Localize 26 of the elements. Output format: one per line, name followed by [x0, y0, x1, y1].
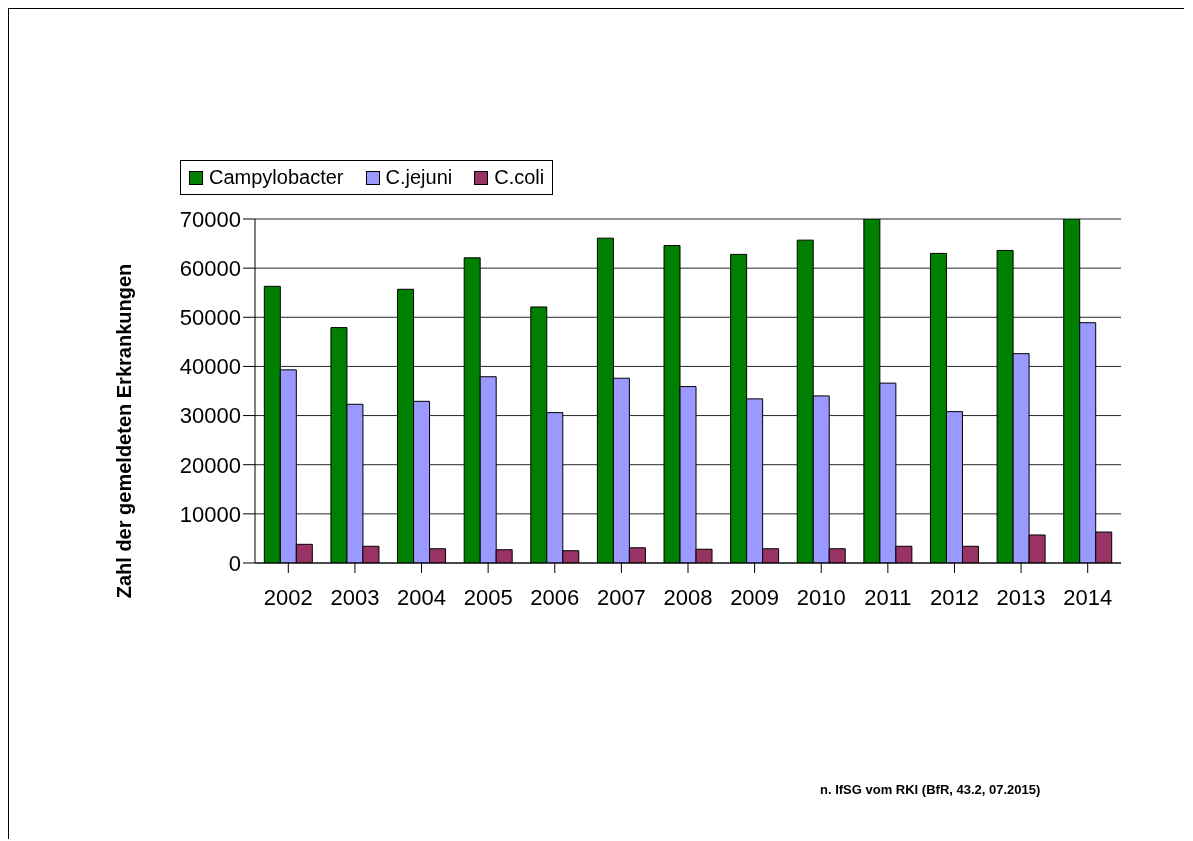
- x-tick-label: 2003: [330, 584, 380, 610]
- legend-label: C.jejuni: [385, 166, 453, 189]
- x-tick-label: 2002: [263, 584, 313, 610]
- y-tick-label: 70000: [179, 206, 241, 232]
- legend-label: Campylobacter: [209, 166, 344, 189]
- y-axis-title: Zahl der gemeldeten Erkrankungen: [112, 263, 136, 599]
- x-tick-label: 2009: [730, 584, 780, 610]
- x-tick-label: 2008: [663, 584, 713, 610]
- x-tick-label: 2011: [864, 584, 912, 610]
- x-tick-label: 2010: [796, 584, 846, 610]
- x-tick-label: 2013: [996, 584, 1046, 610]
- y-tick-label: 30000: [179, 403, 241, 429]
- x-tick-label: 2012: [929, 584, 979, 610]
- y-tick-label: 10000: [179, 501, 241, 527]
- y-tick-label: 20000: [179, 452, 241, 478]
- text: n. IfSG vom RKI (BfR, 43.2, 07.2015): [820, 782, 1041, 797]
- x-tick-label: 2004: [397, 584, 447, 610]
- x-tick-label: 2006: [530, 584, 580, 610]
- x-tick-label: 2014: [1063, 584, 1113, 610]
- x-tick-label: 2007: [596, 584, 646, 610]
- legend-label: C.coli: [494, 166, 545, 189]
- y-tick-label: 50000: [179, 305, 241, 331]
- y-tick-label: 0: [228, 550, 241, 576]
- y-tick-label: 60000: [179, 255, 241, 281]
- x-tick-label: 2005: [463, 584, 513, 610]
- y-tick-label: 40000: [179, 354, 241, 380]
